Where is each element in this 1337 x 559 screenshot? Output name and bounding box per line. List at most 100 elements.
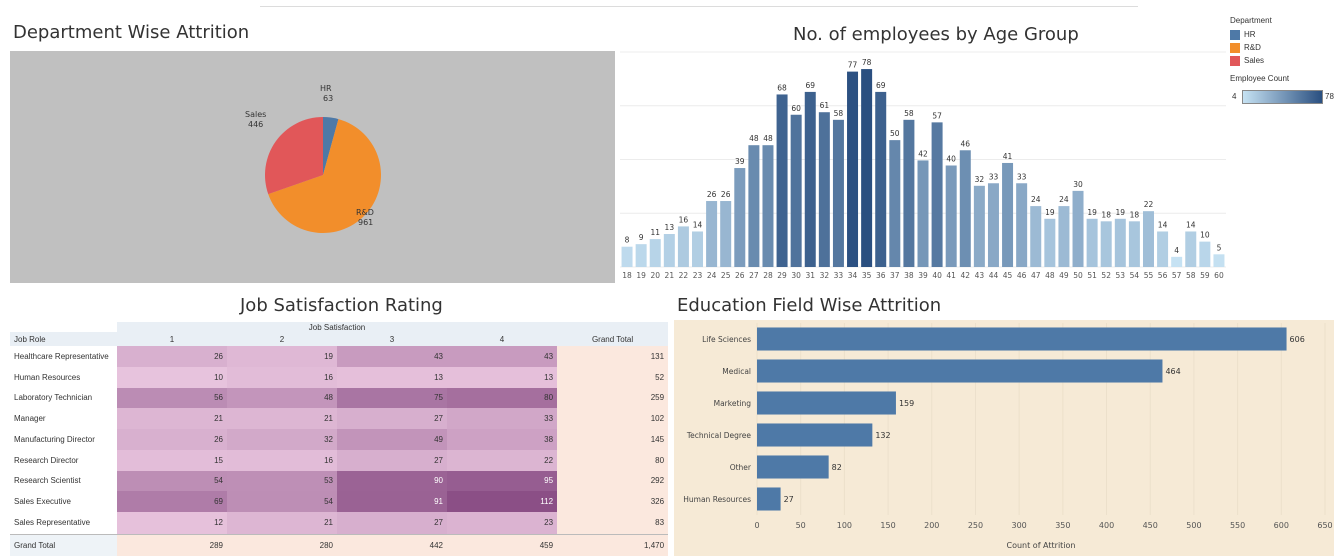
x-tick-label: 600 xyxy=(1274,521,1289,530)
count-legend-min: 4 xyxy=(1232,92,1237,101)
age-bar xyxy=(804,91,816,267)
age-tick-label: 27 xyxy=(749,271,759,280)
table-row: Human Resources 10 16 13 13 52 xyxy=(10,366,669,388)
age-tick-label: 19 xyxy=(636,271,646,280)
age-tick-label: 21 xyxy=(665,271,675,280)
top-divider xyxy=(260,6,1138,7)
satisfaction-cell: 112 xyxy=(447,491,558,513)
column-header: 3 xyxy=(337,332,447,346)
age-bar xyxy=(677,226,689,267)
age-tick-label: 56 xyxy=(1158,271,1168,280)
satisfaction-cell: 43 xyxy=(337,346,447,367)
age-bar xyxy=(706,201,718,267)
grand-total-cell: 326 xyxy=(557,491,669,513)
job-role-cell: Sales Representative xyxy=(10,512,117,535)
age-bar xyxy=(1142,211,1154,267)
x-tick-label: 100 xyxy=(837,521,852,530)
satisfaction-cell: 12 xyxy=(117,512,227,535)
age-tick-label: 47 xyxy=(1031,271,1041,280)
table-row: Research Director 15 16 27 22 80 xyxy=(10,449,669,471)
age-bar xyxy=(1157,231,1169,267)
age-tick-label: 31 xyxy=(805,271,815,280)
edu-category-label: Other xyxy=(730,463,752,472)
age-tick-label: 51 xyxy=(1087,271,1097,280)
edu-bar xyxy=(757,487,781,511)
age-bar xyxy=(1086,218,1098,267)
age-tick-label: 60 xyxy=(1214,271,1224,280)
grand-total-cell: 83 xyxy=(557,512,669,535)
age-bar xyxy=(1128,221,1140,267)
age-bar-value: 5 xyxy=(1217,243,1222,252)
edu-category-label: Medical xyxy=(722,367,751,376)
age-tick-label: 44 xyxy=(989,271,999,280)
x-tick-label: 500 xyxy=(1186,521,1201,530)
column-total-cell: 289 xyxy=(117,533,227,556)
job-table-title: Job Satisfaction Rating xyxy=(240,295,443,316)
satisfaction-cell: 95 xyxy=(447,470,558,492)
legend-item-hr[interactable]: HR xyxy=(1230,28,1335,41)
age-bar-value: 4 xyxy=(1174,246,1179,255)
x-tick-label: 550 xyxy=(1230,521,1245,530)
age-bar xyxy=(762,145,774,267)
count-color-scale[interactable] xyxy=(1242,90,1323,104)
job-role-cell: Research Scientist xyxy=(10,470,117,492)
satisfaction-cell: 54 xyxy=(227,491,337,513)
satisfaction-cell: 13 xyxy=(337,366,447,388)
age-bar-value: 48 xyxy=(749,134,759,143)
job-role-cell: Research Director xyxy=(10,449,117,471)
satisfaction-cell: 33 xyxy=(447,408,558,430)
age-bar-value: 10 xyxy=(1200,231,1210,240)
legend-item-sales[interactable]: Sales xyxy=(1230,54,1335,67)
satisfaction-cell: 48 xyxy=(227,387,337,409)
legend-item-rnd[interactable]: R&D xyxy=(1230,41,1335,54)
pie-value-label: 63 xyxy=(323,94,333,103)
edu-bar-value: 132 xyxy=(875,431,890,440)
age-tick-label: 45 xyxy=(1003,271,1013,280)
age-bar-value: 78 xyxy=(862,58,872,67)
edu-chart-title: Education Field Wise Attrition xyxy=(677,295,942,316)
x-tick-label: 300 xyxy=(1012,521,1027,530)
age-bar xyxy=(649,239,661,267)
grand-total-cell: 52 xyxy=(557,366,669,388)
age-bar xyxy=(1058,206,1070,267)
grand-total-cell: 292 xyxy=(557,470,669,492)
pie-slice-hr xyxy=(323,117,339,175)
x-tick-label: 350 xyxy=(1055,521,1070,530)
grand-total-label: Grand Total xyxy=(10,533,117,556)
age-tick-label: 34 xyxy=(848,271,858,280)
edu-category-label: Technical Degree xyxy=(686,431,752,440)
age-bar xyxy=(987,183,999,267)
satisfaction-cell: 21 xyxy=(227,512,337,535)
pie-chart-title: Department Wise Attrition xyxy=(13,22,250,43)
age-bar-value: 33 xyxy=(989,172,999,181)
age-tick-label: 30 xyxy=(791,271,801,280)
satisfaction-cell: 54 xyxy=(117,470,227,492)
pie-label: R&D xyxy=(356,208,374,217)
age-tick-label: 46 xyxy=(1017,271,1027,280)
age-tick-label: 26 xyxy=(735,271,745,280)
count-legend-title: Employee Count xyxy=(1230,74,1290,83)
satisfaction-cell: 22 xyxy=(447,449,558,471)
edu-category-label: Human Resources xyxy=(683,495,751,504)
age-bar xyxy=(1171,256,1183,267)
overall-total-cell: 1,470 xyxy=(557,533,669,556)
x-tick-label: 400 xyxy=(1099,521,1114,530)
age-bar xyxy=(931,122,943,267)
age-bar xyxy=(945,165,957,267)
job-role-cell: Manufacturing Director xyxy=(10,429,117,450)
job-role-cell: Sales Executive xyxy=(10,491,117,513)
age-bar-chart: 8 18 9 19 11 20 13 21 16 22 14 23 26 24 26 25 39 26 48 27 48… xyxy=(620,51,1226,280)
satisfaction-cell: 19 xyxy=(227,346,337,367)
x-tick-label: 200 xyxy=(924,521,939,530)
age-tick-label: 40 xyxy=(932,271,942,280)
education-panel: 0 50 100 150 200 250 300 350 400 450 500 550 600 650 6… xyxy=(674,320,1334,556)
edu-bar-value: 464 xyxy=(1165,367,1180,376)
age-tick-label: 32 xyxy=(820,271,830,280)
age-bar xyxy=(1016,183,1028,267)
age-bar-value: 26 xyxy=(707,190,717,199)
age-bar-value: 48 xyxy=(763,134,773,143)
edu-category-label: Marketing xyxy=(714,399,752,408)
pie-slice-rd xyxy=(268,119,381,234)
age-bar xyxy=(1199,241,1211,267)
age-bar-value: 69 xyxy=(805,81,815,90)
